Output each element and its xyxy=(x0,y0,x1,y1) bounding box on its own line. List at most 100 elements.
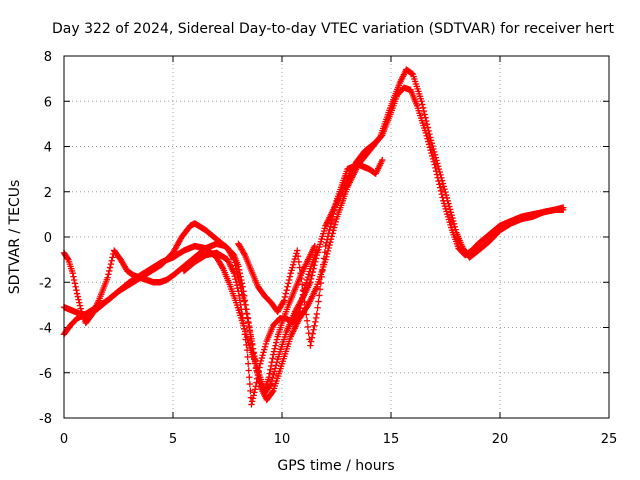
data-point xyxy=(434,163,442,170)
data-point xyxy=(298,275,305,283)
data-point xyxy=(423,121,431,128)
x-tick-label: 10 xyxy=(274,432,291,447)
data-point xyxy=(327,220,335,227)
data-point xyxy=(438,177,446,184)
data-point xyxy=(109,254,116,261)
data-point xyxy=(235,266,243,274)
y-tick-label: -4 xyxy=(39,322,52,337)
data-point xyxy=(236,270,244,277)
data-point xyxy=(284,283,291,290)
data-point xyxy=(73,290,81,297)
data-point xyxy=(266,370,273,377)
data-point xyxy=(232,276,239,283)
data-point xyxy=(421,111,428,118)
y-tick-label: -8 xyxy=(39,412,52,427)
data-point xyxy=(294,253,302,260)
data-point xyxy=(256,364,263,371)
plot-frame xyxy=(63,55,610,419)
y-tick-label: -2 xyxy=(39,276,52,291)
data-point xyxy=(325,229,332,237)
data-point xyxy=(330,224,338,231)
y-axis-label: SDTVAR / TECUs xyxy=(7,180,23,295)
data-point xyxy=(300,292,307,300)
data-point xyxy=(261,343,269,350)
data-point xyxy=(431,151,439,158)
data-point xyxy=(307,338,315,345)
data-point xyxy=(260,349,267,356)
data-point xyxy=(317,279,325,287)
data-point xyxy=(323,236,331,243)
data-point xyxy=(326,226,333,234)
data-point xyxy=(77,305,84,312)
data-point xyxy=(108,257,115,264)
satellite-track-3 xyxy=(60,240,318,395)
data-point xyxy=(267,366,274,373)
data-point xyxy=(255,368,262,375)
data-point xyxy=(320,261,327,268)
data-point xyxy=(425,127,432,135)
data-point xyxy=(251,386,259,393)
data-point xyxy=(70,276,78,284)
data-point xyxy=(251,356,259,364)
data-point xyxy=(272,339,280,346)
data-point xyxy=(313,310,321,318)
data-point xyxy=(297,301,305,309)
data-point xyxy=(235,292,243,300)
data-point xyxy=(267,381,274,389)
data-point xyxy=(237,301,244,309)
data-point xyxy=(75,296,82,303)
satellite-track-5 xyxy=(235,156,386,349)
data-point xyxy=(327,223,334,230)
data-point xyxy=(298,281,306,288)
data-point xyxy=(287,270,294,277)
data-point xyxy=(308,272,316,279)
x-tick-labels: 0 5 10 15 20 25 xyxy=(60,432,617,447)
data-point xyxy=(379,156,386,164)
data-point xyxy=(241,331,249,338)
data-point xyxy=(329,213,336,221)
data-point xyxy=(307,275,315,283)
data-point xyxy=(449,214,456,222)
data-point xyxy=(250,349,257,356)
data-point xyxy=(437,171,444,179)
data-point xyxy=(257,360,264,367)
data-point xyxy=(248,401,255,408)
grid-lines xyxy=(64,56,609,418)
y-tick-label: -6 xyxy=(39,367,52,382)
data-point xyxy=(231,273,238,280)
data-point xyxy=(446,206,454,213)
data-point xyxy=(434,160,441,167)
data-point xyxy=(244,353,251,361)
x-tick-label: 15 xyxy=(383,432,400,447)
data-point xyxy=(303,276,311,284)
data-point xyxy=(306,268,313,275)
y-tick-labels: -8 -6 -4 -2 0 2 4 6 8 xyxy=(39,50,52,427)
data-point xyxy=(245,319,252,327)
data-point xyxy=(446,203,453,210)
data-point xyxy=(285,280,292,287)
data-point xyxy=(304,273,312,281)
data-point xyxy=(312,314,320,322)
y-tick-label: 4 xyxy=(44,141,52,156)
data-point xyxy=(270,371,277,378)
data-point xyxy=(107,260,115,268)
y-tick-label: 2 xyxy=(44,186,52,201)
data-point xyxy=(106,267,113,275)
data-point xyxy=(235,288,242,295)
data-point xyxy=(254,375,261,382)
data-point xyxy=(309,330,316,337)
data-point xyxy=(450,217,457,225)
data-point xyxy=(312,318,319,326)
data-point xyxy=(448,211,455,219)
data-point xyxy=(324,233,332,240)
data-point xyxy=(301,298,308,306)
data-point xyxy=(313,247,321,254)
data-point xyxy=(239,283,246,290)
data-point xyxy=(297,270,304,277)
data-point xyxy=(376,135,383,142)
data-point xyxy=(319,267,326,274)
data-point xyxy=(285,276,293,284)
data-point xyxy=(427,134,434,141)
data-point xyxy=(74,293,82,300)
data-point xyxy=(443,194,451,202)
